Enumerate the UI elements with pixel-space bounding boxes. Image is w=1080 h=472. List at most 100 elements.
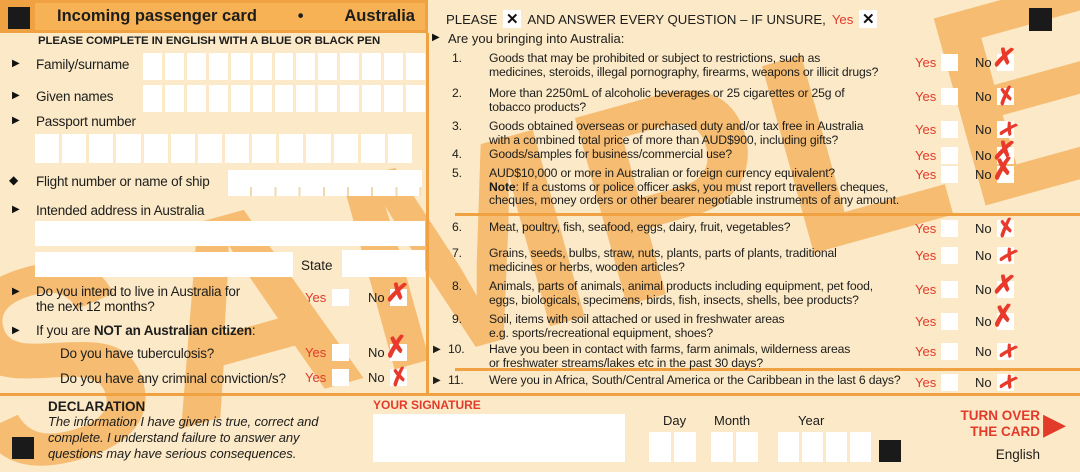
tb-no-checkbox[interactable]: ✗ (383, 330, 410, 364)
char-cell[interactable] (274, 85, 294, 112)
char-cell[interactable] (296, 85, 316, 112)
char-cell[interactable] (143, 134, 168, 163)
char-cell[interactable] (186, 85, 206, 112)
day-label: Day (663, 413, 687, 428)
char-cell[interactable] (279, 134, 304, 163)
char-cell[interactable] (186, 53, 206, 80)
q3-no-checkbox[interactable]: ✗ (995, 115, 1021, 144)
char-cell[interactable] (208, 53, 228, 80)
q9-yes-checkbox[interactable] (941, 313, 958, 330)
q2-no-checkbox[interactable]: ✗ (994, 81, 1019, 110)
char-cell[interactable] (89, 134, 114, 163)
q10-yes-checkbox[interactable] (941, 343, 958, 360)
address-line-2-input[interactable] (35, 252, 293, 277)
char-cell[interactable] (35, 134, 60, 163)
note-text: : If a customs or police officer asks, y… (515, 179, 889, 194)
char-cell[interactable] (208, 85, 228, 112)
q1-yes-checkbox[interactable] (941, 54, 958, 71)
q6-yes-checkbox[interactable] (941, 220, 958, 237)
char-cell[interactable] (826, 432, 847, 462)
char-cell[interactable] (778, 432, 799, 462)
char-cell[interactable] (406, 85, 425, 112)
no-label: No (975, 122, 992, 137)
day-input[interactable] (649, 432, 696, 462)
char-cell[interactable] (224, 134, 250, 163)
char-cell[interactable] (406, 53, 425, 80)
q5-no-checkbox[interactable]: ✗ (990, 152, 1017, 186)
red-x-mark-icon: ✗ (382, 330, 410, 364)
char-cell[interactable] (252, 53, 272, 80)
char-cell[interactable] (850, 432, 871, 462)
char-cell[interactable] (116, 134, 141, 163)
tb-yes-checkbox[interactable] (332, 344, 349, 361)
char-cell[interactable] (649, 432, 671, 462)
conviction-no-checkbox[interactable]: ✗ (387, 362, 412, 391)
char-cell[interactable] (362, 53, 382, 80)
question-number: 2. (452, 86, 462, 100)
family-surname-input[interactable] (143, 53, 425, 80)
red-x-mark-icon: ✗ (991, 41, 1018, 75)
q7-yes-checkbox[interactable] (941, 247, 958, 264)
flight-number-input[interactable] (228, 170, 422, 196)
q4-yes-checkbox[interactable] (941, 147, 958, 164)
turn-over-arrow-icon: ▶ (1043, 408, 1067, 441)
char-cell[interactable] (384, 85, 404, 112)
q8-yes-checkbox[interactable] (941, 281, 958, 298)
q4-no-checkbox[interactable]: ✗ (991, 135, 1018, 168)
live-yes-checkbox[interactable] (332, 289, 349, 306)
q11-no-checkbox[interactable]: ✗ (995, 368, 1021, 397)
char-cell[interactable] (306, 134, 331, 163)
tuberculosis-question: Do you have tuberculosis? (60, 346, 215, 361)
state-label: State (301, 258, 333, 273)
q7-no-checkbox[interactable]: ✗ (995, 241, 1021, 270)
char-cell[interactable] (252, 85, 272, 112)
char-cell[interactable] (318, 85, 338, 112)
q3-yes-checkbox[interactable] (941, 121, 958, 138)
char-cell[interactable] (736, 432, 758, 462)
registration-mark-bottom-right (879, 440, 901, 462)
q10-no-checkbox[interactable]: ✗ (995, 337, 1021, 366)
char-cell[interactable] (340, 85, 360, 112)
char-cell[interactable] (170, 134, 195, 163)
char-cell[interactable] (711, 432, 733, 462)
char-cell[interactable] (387, 134, 412, 163)
char-cell[interactable] (274, 53, 294, 80)
q9-no-checkbox[interactable]: ✗ (990, 299, 1017, 333)
q5-yes-checkbox[interactable] (941, 166, 958, 183)
char-cell[interactable] (164, 53, 184, 80)
turn-over-text: TURN OVER (960, 408, 1040, 423)
q8-no-checkbox[interactable]: ✗ (991, 269, 1018, 302)
address-line-1-input[interactable] (35, 221, 425, 246)
q6-no-checkbox[interactable]: ✗ (994, 213, 1019, 242)
char-cell[interactable] (674, 432, 696, 462)
char-cell[interactable] (333, 134, 358, 163)
char-cell[interactable] (230, 53, 250, 80)
char-cell[interactable] (384, 53, 404, 80)
char-cell[interactable] (802, 432, 823, 462)
char-cell[interactable] (318, 53, 338, 80)
char-cell[interactable] (360, 134, 385, 163)
char-cell[interactable] (252, 134, 277, 163)
char-cell[interactable] (164, 85, 184, 112)
char-cell[interactable] (340, 53, 360, 80)
yes-label: Yes (915, 167, 937, 182)
char-cell[interactable] (230, 85, 250, 112)
char-cell[interactable] (197, 134, 222, 163)
q1-no-checkbox[interactable]: ✗ (991, 42, 1018, 75)
char-cell[interactable] (143, 53, 162, 80)
turn-over-text: THE CARD (970, 424, 1040, 439)
conviction-yes-checkbox[interactable] (332, 369, 349, 386)
char-cell[interactable] (62, 134, 87, 163)
char-cell[interactable] (143, 85, 162, 112)
live-no-checkbox[interactable]: ✗ (384, 277, 411, 310)
year-input[interactable] (778, 432, 871, 462)
month-input[interactable] (711, 432, 758, 462)
q11-yes-checkbox[interactable] (941, 374, 958, 391)
passport-number-input[interactable] (35, 134, 412, 163)
signature-input[interactable] (373, 414, 625, 462)
char-cell[interactable] (296, 53, 316, 80)
state-input[interactable] (342, 250, 425, 277)
given-names-input[interactable] (143, 85, 425, 112)
q2-yes-checkbox[interactable] (941, 88, 958, 105)
char-cell[interactable] (362, 85, 382, 112)
